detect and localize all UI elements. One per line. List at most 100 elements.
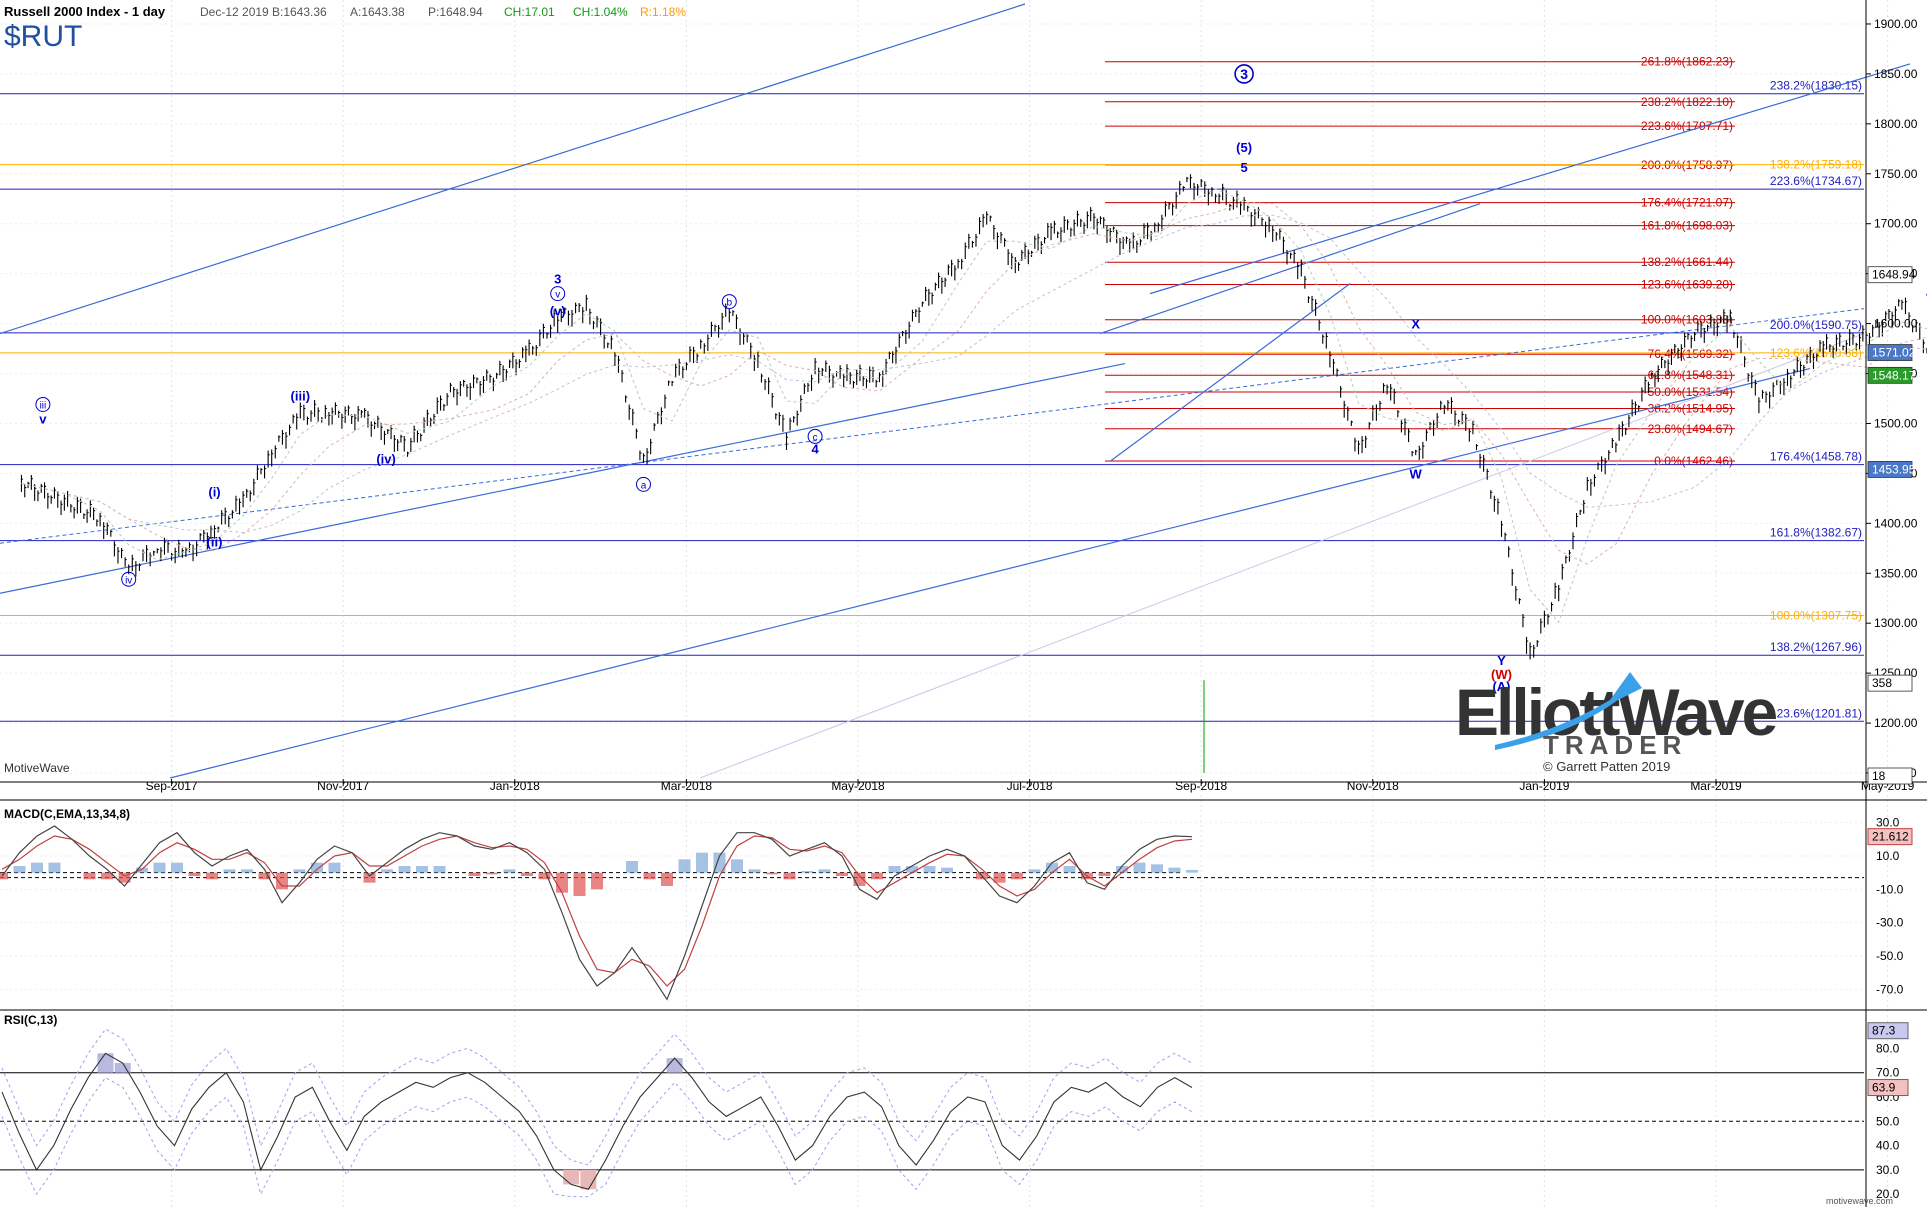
rsi-panel: [0, 1028, 1864, 1198]
fib-label-blue: 223.6%(1734.67): [1770, 174, 1862, 188]
rsi-upper-band: [1, 1028, 1193, 1166]
macd-histogram-bar: [1011, 872, 1023, 880]
quote-price: P:1648.94: [428, 5, 483, 19]
wave-label: (5): [1236, 140, 1252, 155]
wave-label-circle: [1234, 64, 1254, 84]
wave-label: A: [1926, 284, 1927, 299]
macd-histogram-bar: [258, 872, 271, 880]
fib-label-blue: 161.8%(1382.67): [1770, 526, 1862, 540]
faint-trend-line: [699, 333, 1865, 779]
y-tick-label: 1800.00: [1874, 117, 1918, 131]
macd-histogram-bar: [241, 869, 253, 873]
macd-histogram-bar: [311, 862, 323, 873]
fib-label-red: 238.2%(1822.10): [1641, 95, 1733, 109]
fib-label-blue: 238.2%(1830.15): [1770, 79, 1862, 93]
x-tick-label: Mar-2018: [661, 779, 713, 793]
wave-label: c: [813, 432, 818, 443]
trend-line: [0, 362, 1126, 594]
moving-average-line: [21, 214, 1927, 534]
moving-average-line: [21, 188, 1927, 624]
wave-label: 3: [1240, 66, 1248, 82]
fib-label-red: 100.0%(1603.88): [1641, 313, 1733, 327]
x-tick-label: Jan-2018: [490, 779, 540, 793]
macd-histogram-bar: [223, 869, 236, 873]
fib-label-red: 50.0%(1531.54): [1648, 385, 1733, 399]
y-tick-label: 1350.00: [1874, 566, 1918, 580]
wave-label: v: [555, 290, 560, 301]
y-tick-label: 1200.00: [1874, 716, 1918, 730]
x-tick-label: Sep-2017: [146, 779, 198, 793]
fib-label-blue: 176.4%(1458.78): [1770, 450, 1862, 464]
rsi-badge-label: 63.9: [1872, 1081, 1896, 1095]
quote-change-pct: CH:1.04%: [573, 5, 628, 19]
macd-histogram-bar: [486, 872, 498, 875]
wave-label-circle: [721, 294, 737, 310]
macd-histogram-bar: [521, 872, 533, 876]
macd-tick-label: -70.0: [1876, 982, 1904, 996]
macd-tick-label: -50.0: [1876, 949, 1904, 963]
fib-label-orange: 123.6%(1570.68): [1770, 346, 1862, 360]
macd-histogram-bar: [923, 866, 936, 873]
fib-label-orange: 138.2%(1759.18): [1770, 158, 1862, 172]
x-tick-label: Nov-2017: [317, 779, 369, 793]
macd-tick-label: -30.0: [1876, 916, 1904, 930]
x-tick-label: Jan-2019: [1519, 779, 1569, 793]
wave-label-circle: [121, 571, 137, 587]
rsi-tick-label: 70.0: [1876, 1066, 1900, 1080]
macd-histogram-bar: [503, 869, 516, 873]
wave-label: (iv): [376, 451, 396, 466]
x-tick-label: May-2018: [831, 779, 885, 793]
wave-label: iii: [40, 400, 47, 411]
macd-histogram-bar: [538, 872, 551, 880]
rsi-title: RSI(C,13): [4, 1013, 57, 1027]
wave-label-circle: [550, 286, 566, 302]
rsi-tick-label: 40.0: [1876, 1139, 1900, 1153]
quote-date: Dec-12 2019: [200, 5, 269, 19]
logo-arrow-icon: [1495, 672, 1642, 750]
macd-histogram-bar: [0, 872, 8, 880]
wave-label: (A): [1492, 679, 1510, 694]
trend-line: [1149, 63, 1911, 295]
macd-histogram-bar: [766, 872, 778, 875]
macd-histogram-bar: [153, 862, 166, 873]
macd-histogram-bar: [188, 872, 201, 876]
logo-brand-top: ElliottWave: [1455, 675, 1777, 749]
wave-label-circle: [35, 396, 51, 412]
price-badge: [1867, 266, 1913, 284]
macd-title: MACD(C,EMA,13,34,8): [4, 807, 130, 821]
macd-tick-label: 10.0: [1876, 849, 1900, 863]
wave-label: 3: [554, 272, 561, 287]
macd-histogram-bar: [906, 866, 918, 873]
macd-histogram-bar: [1063, 866, 1076, 873]
macd-histogram-bar: [888, 866, 901, 873]
rsi-badge: [1867, 1079, 1909, 1097]
wave-label: iv: [125, 575, 132, 586]
price-badge: [1867, 344, 1913, 361]
rsi-oversold-fill: [580, 1169, 597, 1190]
macd-histogram-bar: [416, 866, 428, 873]
fib-label-orange: 100.0%(1307.75): [1770, 608, 1862, 622]
macd-histogram-bar: [941, 867, 953, 873]
wave-label: (iii): [291, 388, 311, 403]
macd-histogram-bar: [643, 872, 656, 880]
macd-histogram-bar: [363, 872, 376, 883]
macd-histogram-bar: [1046, 862, 1058, 873]
fib-label-red: 38.2%(1514.95): [1648, 402, 1733, 416]
macd-histogram-bar: [381, 869, 393, 873]
macd-histogram-bar: [836, 872, 848, 876]
macd-line: [1, 825, 1193, 1001]
price-badge-label: 358: [1872, 676, 1892, 690]
macd-histogram-bar: [871, 872, 883, 880]
fib-label-red: 138.2%(1661.44): [1641, 255, 1733, 269]
rsi-tick-label: 30.0: [1876, 1163, 1900, 1177]
macd-histogram-bar: [48, 862, 61, 873]
wave-label: v: [39, 411, 47, 426]
macd-signal-line: [1, 835, 1193, 987]
x-tick-label: Nov-2018: [1347, 779, 1399, 793]
macd-histogram-bar: [13, 866, 26, 873]
macd-histogram-bar: [801, 871, 813, 873]
y-tick-label: 1900.00: [1874, 17, 1918, 31]
